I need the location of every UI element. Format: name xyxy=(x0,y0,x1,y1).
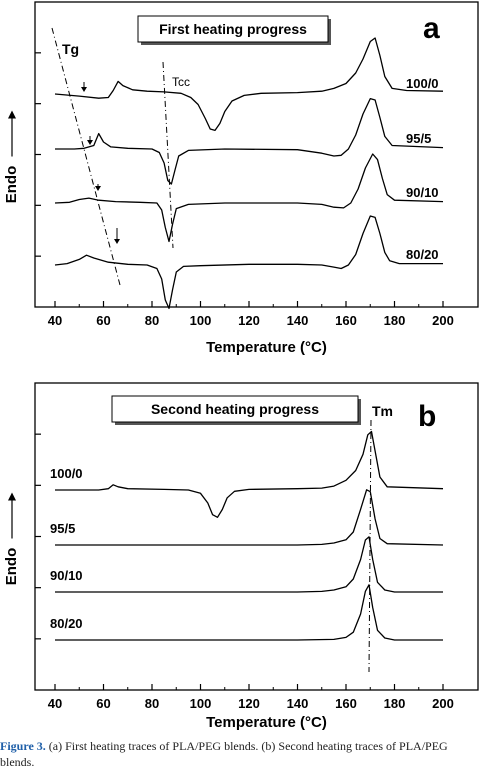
panel-letter: b xyxy=(418,400,436,433)
y-axis-title: Endo xyxy=(3,548,20,586)
panel-a: 40 60 80 100 120 140 160 180 200 Temperature (°C)… xyxy=(3,1,479,356)
x-tick-label: 120 xyxy=(238,696,260,711)
y-axis-title: Endo xyxy=(3,166,20,204)
x-tick-label: 60 xyxy=(96,696,110,711)
x-tick-label: 180 xyxy=(384,313,406,328)
x-tick-label: 80 xyxy=(145,313,159,328)
caption-label: Figure 3. xyxy=(0,739,46,753)
series-label: 100/0 xyxy=(50,466,83,481)
panel-letter: a xyxy=(423,12,440,45)
x-tick-label: 40 xyxy=(48,313,62,328)
x-axis-title-unit: °C xyxy=(305,714,322,731)
tg-guide-line xyxy=(51,27,121,286)
title-box xyxy=(111,395,359,423)
series-line-90-10 xyxy=(55,536,443,593)
title-box xyxy=(137,15,329,43)
x-tick-label: 100 xyxy=(190,696,212,711)
series-label: 80/20 xyxy=(406,247,439,262)
tcc-guide-line xyxy=(162,61,174,249)
x-axis-title-close: ) xyxy=(322,339,327,356)
x-tick-label: 140 xyxy=(287,696,309,711)
series-label: 95/5 xyxy=(50,521,75,536)
series-label: 95/5 xyxy=(406,131,431,146)
x-tick-label: 40 xyxy=(48,696,62,711)
tcc-label: Tcc xyxy=(172,75,190,89)
series-label: 100/0 xyxy=(406,76,439,91)
chart-title: Second heating progress xyxy=(151,401,319,417)
series-line-80-20 xyxy=(54,215,443,310)
series-line-95-5 xyxy=(55,489,444,546)
plot-frame xyxy=(34,382,479,691)
x-tick-label: 180 xyxy=(384,696,406,711)
x-axis-title: Temperature (°C) xyxy=(206,714,327,731)
x-axis-title: Temperature (°C) xyxy=(206,339,327,356)
y-axis-arrowhead xyxy=(8,492,16,501)
tg-arrowhead xyxy=(95,186,101,191)
figure-caption: Figure 3. (a) First heating traces of PL… xyxy=(0,738,483,770)
caption-text: (a) First heating traces of PLA/PEG blen… xyxy=(0,739,448,769)
y-axis-arrowhead xyxy=(8,110,16,119)
series-line-95-5 xyxy=(55,97,444,185)
tg-arrowhead xyxy=(114,239,120,244)
x-tick-label: 140 xyxy=(287,313,309,328)
x-tick-label: 200 xyxy=(432,696,454,711)
series-label: 80/20 xyxy=(50,616,83,631)
x-axis-title-text: Temperature ( xyxy=(206,714,305,731)
series-label: 90/10 xyxy=(406,185,439,200)
x-tick-label: 100 xyxy=(190,313,212,328)
x-axis-title-unit: °C xyxy=(305,339,322,356)
x-tick-label: 80 xyxy=(145,696,159,711)
chart-title: First heating progress xyxy=(159,21,307,37)
tg-arrowhead xyxy=(87,140,93,145)
series-line-80-20 xyxy=(55,584,443,641)
x-axis-title-text: Temperature ( xyxy=(206,339,305,356)
x-tick-label: 120 xyxy=(238,313,260,328)
x-tick-label: 160 xyxy=(335,313,357,328)
x-tick-label: 200 xyxy=(432,313,454,328)
series-label: 90/10 xyxy=(50,568,83,583)
x-axis-title-close: ) xyxy=(322,714,327,731)
tg-arrowhead xyxy=(81,87,87,92)
tg-label: Tg xyxy=(62,41,79,57)
tm-label: Tm xyxy=(372,403,393,419)
tm-guide-line xyxy=(368,419,372,673)
series-line-100-0 xyxy=(55,430,444,518)
series-line-90-10 xyxy=(54,153,444,243)
x-tick-label: 60 xyxy=(96,313,110,328)
x-tick-label: 160 xyxy=(335,696,357,711)
panel-b: 40 60 80 100 120 140 160 180 200 Temperature (°C)… xyxy=(3,382,479,731)
series-line-100-0 xyxy=(54,37,444,132)
